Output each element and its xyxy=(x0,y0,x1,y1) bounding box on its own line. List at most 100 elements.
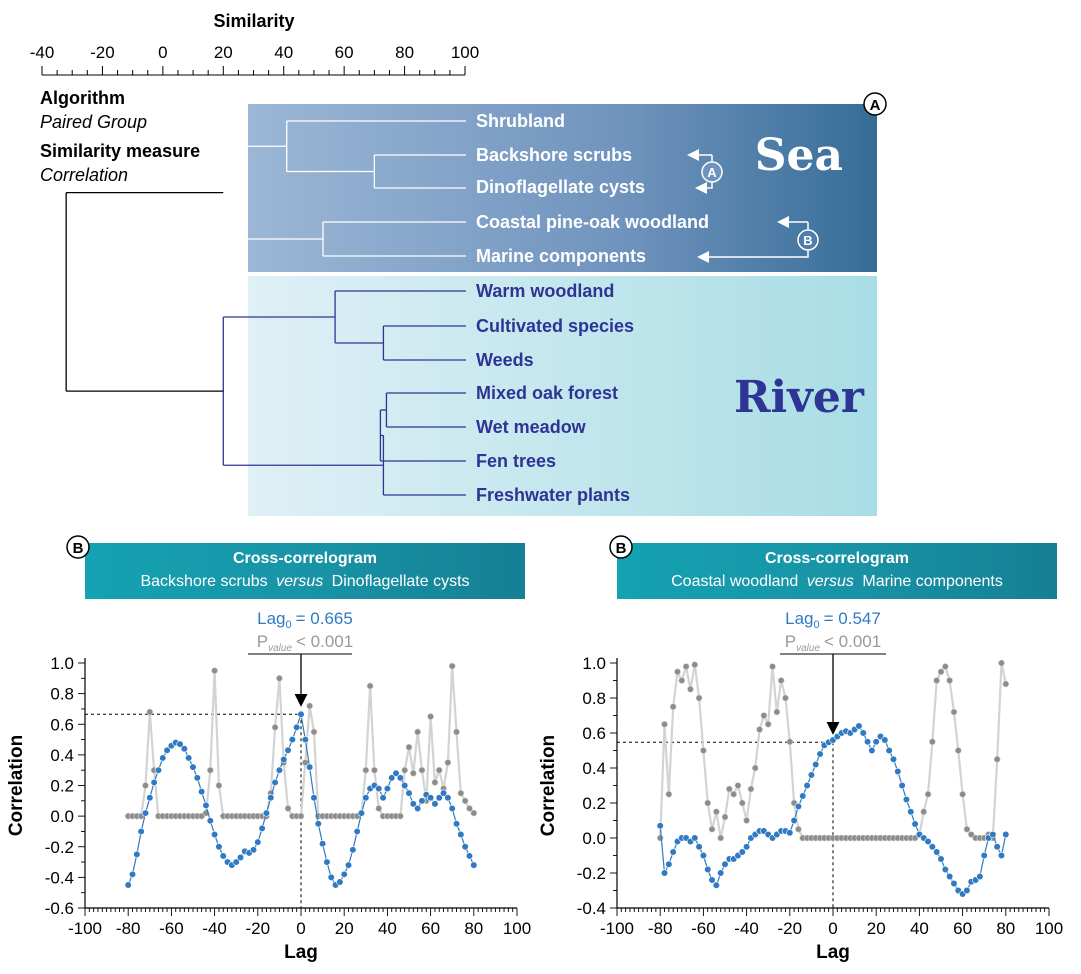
chart1-p-sub: value xyxy=(268,643,292,654)
chart1-series-0-point xyxy=(401,781,409,790)
chart2-series-1-point xyxy=(963,825,971,833)
chart1-y-tick-label: -0.2 xyxy=(45,838,74,857)
method-legend: Algorithm Paired Group Similarity measur… xyxy=(40,88,200,185)
chart2-series-1-point xyxy=(795,825,802,833)
chart2-series-0-point xyxy=(946,872,954,881)
chart2-series-0-point xyxy=(963,886,971,895)
river-panel xyxy=(248,276,877,516)
chart2-series-1-point xyxy=(769,663,776,670)
chart1-series-0-point xyxy=(202,801,210,810)
badge-b-small-circle xyxy=(797,229,819,251)
chart1-series-0-point xyxy=(470,861,478,869)
chart2-y-tick-label: 0.4 xyxy=(582,759,606,778)
chart2-series-1-point xyxy=(734,782,742,789)
chart1-series-1-point xyxy=(271,724,279,731)
chart2-series-0-point xyxy=(894,767,902,776)
scale-ticks: -40 -20 0 20 40 60 80 100 xyxy=(30,43,479,76)
chart1-series-0-point xyxy=(163,746,171,754)
chart1-series-1-point xyxy=(401,766,408,774)
chart1-y-tick-label: 1.0 xyxy=(50,654,74,673)
chart1-series-0-point xyxy=(362,794,370,802)
chart2-x-tick-label: 80 xyxy=(996,919,1015,938)
chart2-series-1-point xyxy=(751,764,759,772)
chart1-series-1-point xyxy=(414,728,421,736)
chart1-series-1-point xyxy=(297,812,305,820)
badge-b-small: B xyxy=(797,229,819,251)
chart1-x-tick-label: -60 xyxy=(159,919,184,938)
chart2-series-1-point xyxy=(942,663,949,670)
chart2-y-axis-label: Correlation xyxy=(538,735,559,836)
chart2-series-0-point xyxy=(790,816,798,825)
chart2-subtitle: Coastal woodland versus Marine component… xyxy=(671,573,1003,590)
sea-panel xyxy=(248,104,877,272)
chart1-pvalue: Pvalue < 0.001 xyxy=(257,632,353,654)
chart2-series-1-point xyxy=(959,790,966,798)
chart2-series-1-point xyxy=(777,677,785,684)
chart1-series-1-point xyxy=(146,708,154,716)
chart2-series-0-point xyxy=(807,771,816,779)
badge-a-corner-label: A xyxy=(870,97,881,114)
chart2-series-0-point xyxy=(889,755,898,763)
chart2-series-1-point xyxy=(721,813,729,821)
chart2-series-0-point xyxy=(997,851,1006,860)
chart2-series-0-point xyxy=(660,869,669,877)
chart1-series-1-point xyxy=(444,759,452,766)
chart1-series-1-point xyxy=(211,667,218,674)
chart1-series-0-point xyxy=(154,766,163,774)
chart2-series-0-point xyxy=(721,860,729,868)
chart1-series-0-point xyxy=(211,830,219,839)
chart2-series-0-point xyxy=(937,855,945,863)
chart1-series-0-point xyxy=(336,878,344,886)
chart1-series-0-point xyxy=(388,774,396,782)
chart2-y-tick-label: 0.2 xyxy=(582,794,606,813)
chart1-plot: -100 -80 -60 -40 -20 0 20 40 60 80 100 -0.6 -0.4 -0.2… xyxy=(6,654,531,963)
chart1-badge: B xyxy=(66,535,90,559)
chart1-series-1-point xyxy=(431,779,439,786)
chart1-p-label: P xyxy=(257,632,268,651)
chart2-series-1-point xyxy=(773,708,781,716)
chart1-lag0: Lag0 = 0.665 xyxy=(257,609,353,631)
chart1-series-0-point xyxy=(353,827,361,836)
chart1-series-0-point xyxy=(349,846,357,854)
chart2-series-0-point xyxy=(859,729,867,737)
chart1-subtitle: Backshore scrubs versus Dinoflagellate c… xyxy=(140,573,469,590)
chart1-x-tick-label: -80 xyxy=(116,919,141,938)
chart1-x-tick-label: -100 xyxy=(68,919,102,938)
chart1-series-0-point xyxy=(344,861,353,869)
chart2-series-1-point xyxy=(924,790,932,798)
chart2-series-0-point xyxy=(708,876,716,884)
chart2-series-1-point xyxy=(695,694,703,702)
chart1-series-0-point xyxy=(439,789,448,797)
chart2-series-1-point xyxy=(708,825,716,833)
chart2-title: Cross-correlogram xyxy=(765,550,909,567)
chart2-subtitle-a: Coastal woodland xyxy=(671,573,798,590)
chart1-series-1-point xyxy=(206,766,214,774)
scale-tick-label: -40 xyxy=(30,43,55,62)
chart1-series-0-point xyxy=(319,840,327,848)
chart2-x-axis-label: Lag xyxy=(816,942,850,963)
chart1-series-1-point xyxy=(418,766,426,774)
chart2-series-0-point xyxy=(989,830,997,839)
chart2-series-1-point xyxy=(967,831,975,838)
chart2-series-0-point xyxy=(794,802,803,811)
chart1-x-tick-label: 20 xyxy=(335,919,354,938)
chart2-y-tick-label: 0.0 xyxy=(582,829,606,848)
chart1-series-0-point xyxy=(141,809,150,817)
chart1-series-0-point xyxy=(435,794,443,802)
chart1-series-1-point xyxy=(366,682,374,690)
chart1-series-0-point xyxy=(340,870,348,878)
chart1-badge-circle xyxy=(66,535,90,559)
chart1-subtitle-versus: versus xyxy=(276,573,323,590)
sea-label: Sea xyxy=(755,130,843,181)
chart2-series-0-point xyxy=(786,829,794,837)
chart2-x-tick-label: 60 xyxy=(953,919,972,938)
scale-tick-label: 20 xyxy=(214,43,233,62)
chart1-series-0-point xyxy=(280,755,288,764)
chart2-series-1-point xyxy=(747,785,755,793)
chart1-series-0-point xyxy=(215,843,223,851)
scale-tick-label: 60 xyxy=(335,43,354,62)
scale-tick-label: 40 xyxy=(274,43,293,62)
scale-tick-label: 0 xyxy=(158,43,167,62)
chart2-series-0-point xyxy=(950,879,958,888)
chart2-series-1-point xyxy=(665,790,673,798)
